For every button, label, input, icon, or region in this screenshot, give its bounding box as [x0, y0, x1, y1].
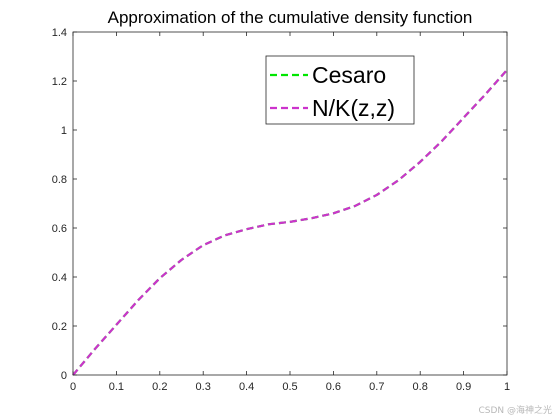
x-tick-label: 0.3: [196, 381, 211, 393]
x-tick-label: 0: [70, 381, 76, 393]
chart-title: Approximation of the cumulative density …: [108, 8, 473, 27]
y-tick-label: 0.6: [52, 223, 67, 235]
x-tick-label: 0.6: [326, 381, 341, 393]
watermark: CSDN @海神之光: [478, 406, 552, 416]
x-tick-label: 0.7: [369, 381, 384, 393]
x-tick-label: 0.9: [456, 381, 471, 393]
legend-box: [265, 55, 415, 125]
legend-label-1: Cesaro: [312, 62, 386, 88]
y-tick-label: 0.4: [52, 272, 67, 284]
x-tick-label: 0.8: [413, 381, 428, 393]
axes-layer: 0 0.1 0.2 0.3 0.4 0.5 0.6 0.7 0.8 0.9 1 0 0.2 0.4 0.6 0…: [52, 27, 510, 393]
y-tick-label: 0.2: [52, 321, 67, 333]
y-tick-label: 0: [61, 370, 67, 382]
x-tick-label: 1: [504, 381, 510, 393]
legend-label-2: N/K(z,z): [312, 95, 395, 121]
y-tick-label: 1: [61, 125, 67, 137]
y-tick-label: 1.4: [52, 27, 67, 39]
x-tick-label: 0.1: [109, 381, 124, 393]
series-line-2: [72, 69, 508, 376]
y-tick-label: 0.8: [52, 174, 67, 186]
x-tick-label: 0.5: [282, 381, 297, 393]
x-tick-label: 0.2: [152, 381, 167, 393]
x-tick-label: 0.4: [239, 381, 254, 393]
y-tick-label: 1.2: [52, 76, 67, 88]
series-layer: [72, 69, 508, 376]
legend: Cesaro N/K(z,z): [265, 55, 415, 125]
